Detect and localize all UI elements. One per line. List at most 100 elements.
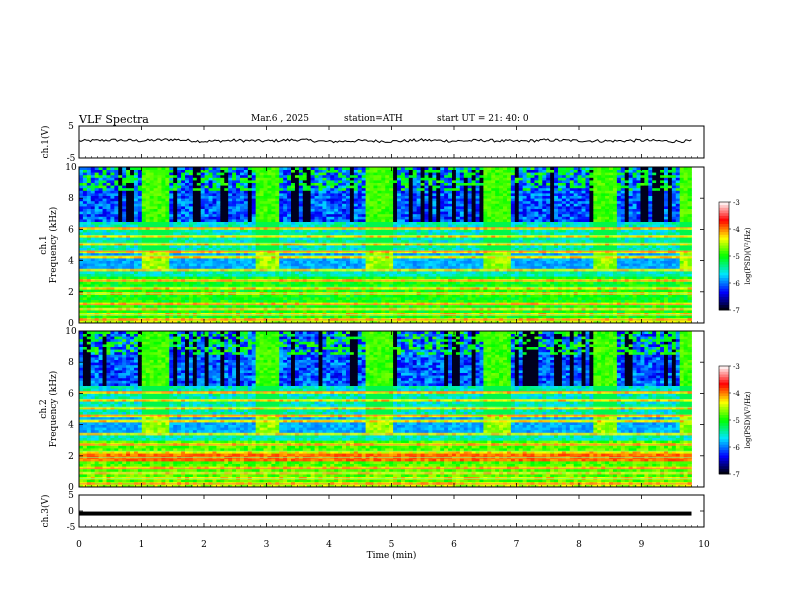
colorbar-swatch bbox=[719, 376, 729, 380]
colorbar-swatch bbox=[719, 307, 729, 311]
ch2-spectrogram-tick-label: 10 bbox=[65, 327, 77, 337]
colorbar-swatch bbox=[719, 371, 729, 375]
plot-title: VLF Spectra bbox=[79, 113, 149, 126]
colorbar-swatch bbox=[719, 393, 729, 397]
colorbar-swatch bbox=[719, 274, 729, 278]
colorbar-swatch bbox=[719, 366, 729, 370]
colorbar-swatch bbox=[719, 258, 729, 262]
colorbar-swatch bbox=[719, 425, 729, 429]
ch2-spectrogram-colorbar-tick-label: -3 bbox=[733, 363, 740, 371]
colorbar-swatch bbox=[719, 202, 729, 206]
colorbar-swatch bbox=[719, 382, 729, 386]
colorbar-swatch bbox=[719, 256, 729, 260]
colorbar-swatch bbox=[719, 218, 729, 222]
x-tick-label: 0 bbox=[76, 540, 82, 550]
ch2-spectrogram-colorbar-tick-label: -4 bbox=[733, 390, 740, 398]
colorbar-swatch bbox=[719, 280, 729, 284]
ch1-spectrogram-colorbar-tick-label: -3 bbox=[733, 199, 740, 207]
colorbar-swatch bbox=[719, 401, 729, 405]
colorbar-swatch bbox=[719, 223, 729, 227]
colorbar-swatch bbox=[719, 460, 729, 464]
ch1-spectrogram-ylabel: Frequency (kHz) bbox=[48, 207, 59, 284]
ch2-spectrogram bbox=[79, 331, 692, 488]
colorbar-swatch bbox=[719, 433, 729, 437]
ch1-spectrogram-colorbar-tick-label: -4 bbox=[733, 226, 740, 234]
ch1-spectrogram-tick-label: 8 bbox=[68, 194, 74, 204]
ch1-spectrogram-channel-label: ch.1 bbox=[39, 235, 49, 254]
colorbar-swatch bbox=[719, 207, 729, 211]
colorbar-swatch bbox=[719, 277, 729, 281]
ch2-spectrogram-tick-label: 0 bbox=[68, 483, 74, 493]
ch1-waveform-line bbox=[78, 138, 692, 144]
colorbar-swatch bbox=[719, 465, 729, 469]
ch1-spectrogram-tick-label: 4 bbox=[68, 257, 74, 267]
colorbar-swatch bbox=[719, 304, 729, 308]
ch1-waveform-ylabel: ch.1(V) bbox=[40, 126, 51, 159]
colorbar-swatch bbox=[719, 436, 729, 440]
colorbar-swatch bbox=[719, 272, 729, 276]
colorbar-swatch bbox=[719, 428, 729, 432]
colorbar-swatch bbox=[719, 449, 729, 453]
colorbar-swatch bbox=[719, 455, 729, 459]
ch1-spectrogram-tick-label: 6 bbox=[68, 225, 74, 235]
ch1-spectrogram-colorbar-label: log(PSD)(V²/Hz) bbox=[744, 227, 752, 284]
colorbar-swatch bbox=[719, 204, 729, 208]
ch3-waveform-frame bbox=[78, 494, 705, 528]
x-tick-label: 6 bbox=[451, 540, 457, 550]
ch2-spectrogram-ylabel: Frequency (kHz) bbox=[48, 371, 59, 448]
colorbar-swatch bbox=[719, 288, 729, 292]
colorbar-swatch bbox=[719, 239, 729, 243]
ch3-waveform-line bbox=[79, 511, 692, 516]
ch1-spectrogram-colorbar-tick-label: -7 bbox=[733, 307, 740, 315]
colorbar-swatch bbox=[719, 420, 729, 424]
x-tick-label: 10 bbox=[698, 540, 710, 550]
ch3-waveform-ylabel: ch.3(V) bbox=[40, 495, 51, 528]
ch2-spectrogram-tick-label: 8 bbox=[68, 358, 74, 368]
colorbar-swatch bbox=[719, 409, 729, 413]
colorbar-swatch bbox=[719, 250, 729, 254]
ch1-spectrogram-tick-label: 2 bbox=[68, 288, 74, 298]
colorbar-swatch bbox=[719, 210, 729, 214]
x-tick-label: 4 bbox=[326, 540, 332, 550]
ch2-spectrogram-colorbar-tick-label: -5 bbox=[733, 417, 740, 425]
ch2-spectrogram-tick-label: 6 bbox=[68, 389, 74, 399]
colorbar-swatch bbox=[719, 291, 729, 295]
x-tick-label: 2 bbox=[201, 540, 207, 550]
colorbar-swatch bbox=[719, 384, 729, 388]
colorbar-swatch bbox=[719, 269, 729, 273]
colorbar-swatch bbox=[719, 285, 729, 289]
ch2-spectrogram-channel-label: ch.2 bbox=[39, 399, 49, 418]
ch2-spectrogram-tick-label: 4 bbox=[68, 421, 74, 431]
ch2-spectrogram-colorbar-tick-label: -6 bbox=[733, 444, 740, 452]
ch3-waveform-tick-label: -5 bbox=[67, 523, 76, 533]
colorbar-swatch bbox=[719, 422, 729, 426]
colorbar-swatch bbox=[719, 237, 729, 241]
colorbar-swatch bbox=[719, 374, 729, 378]
colorbar-swatch bbox=[719, 301, 729, 305]
ch1-spectrogram-tick-label: 0 bbox=[68, 319, 74, 329]
colorbar-swatch bbox=[719, 406, 729, 410]
colorbar-swatch bbox=[719, 283, 729, 287]
colorbar-swatch bbox=[719, 266, 729, 270]
date-label: Mar.6 , 2025 bbox=[251, 114, 309, 124]
colorbar-swatch bbox=[719, 299, 729, 303]
colorbar-swatch bbox=[719, 414, 729, 418]
colorbar-swatch bbox=[719, 261, 729, 265]
colorbar-swatch bbox=[719, 296, 729, 300]
colorbar-swatch bbox=[719, 264, 729, 268]
ch2-spectrogram-tick-label: 2 bbox=[68, 452, 74, 462]
ch1-spectrogram-colorbar-tick-label: -6 bbox=[733, 280, 740, 288]
x-tick-label: 9 bbox=[639, 540, 645, 550]
colorbar-swatch bbox=[719, 234, 729, 238]
colorbar-swatch bbox=[719, 403, 729, 407]
ch2-spectrogram-colorbar-tick-label: -7 bbox=[733, 471, 740, 479]
x-tick-label: 3 bbox=[264, 540, 270, 550]
colorbar-swatch bbox=[719, 390, 729, 394]
colorbar-swatch bbox=[719, 247, 729, 251]
colorbar-swatch bbox=[719, 398, 729, 402]
colorbar-swatch bbox=[719, 441, 729, 445]
colorbar-swatch bbox=[719, 220, 729, 224]
colorbar-swatch bbox=[719, 379, 729, 383]
colorbar-swatch bbox=[719, 368, 729, 372]
